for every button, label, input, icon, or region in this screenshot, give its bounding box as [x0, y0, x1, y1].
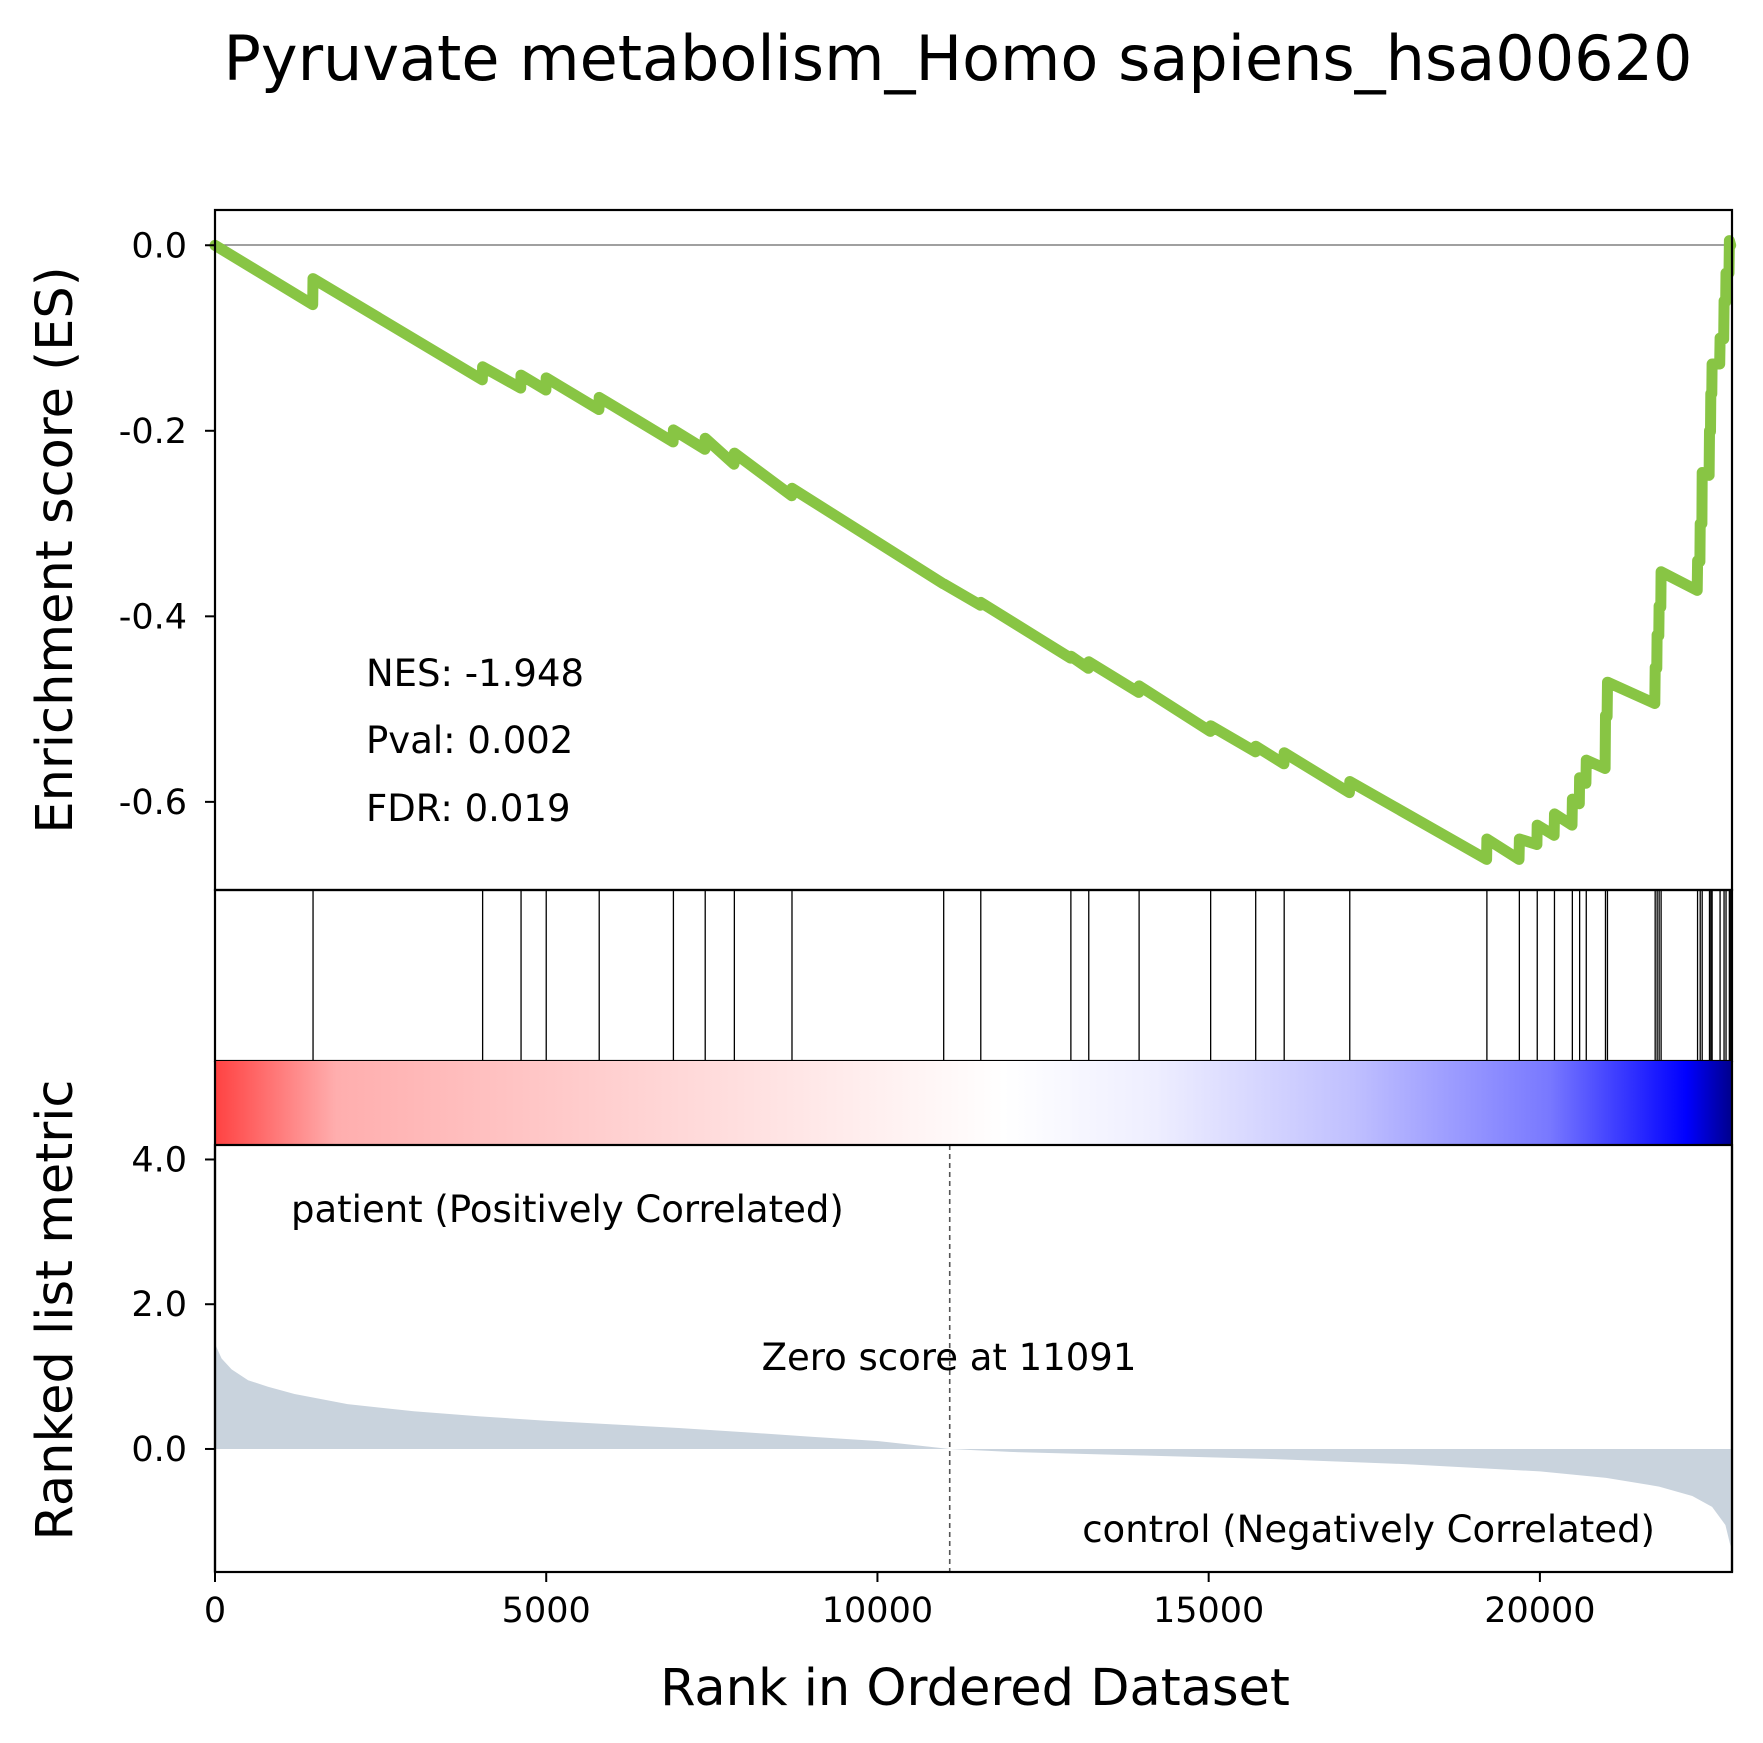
es-running-line	[209, 235, 1737, 865]
ranked-metric-area	[215, 1344, 1731, 1547]
hits-panel-frame	[213, 888, 1734, 1063]
x-tick-label: 5000	[502, 1591, 591, 1631]
chart-title: Pyruvate metabolism_Homo sapiens_hsa0062…	[223, 22, 1692, 95]
positive-correlated-label: patient (Positively Correlated)	[291, 1188, 844, 1231]
rank-metric-heatmap	[215, 1061, 1732, 1145]
fdr-label: FDR: 0.019	[366, 787, 571, 830]
es-y-tick-label: -0.4	[119, 597, 187, 637]
es-y-axis-title: Enrichment score (ES)	[26, 266, 85, 833]
x-tick-label: 15000	[1153, 1591, 1264, 1631]
hits-panel	[213, 888, 1734, 1063]
nes-label: NES: -1.948	[366, 652, 584, 695]
x-axis-title: Rank in Ordered Dataset	[660, 1659, 1290, 1718]
metric-panel: patient (Positively Correlated) Zero sco…	[131, 1061, 1734, 1574]
es-y-tick-label: 0.0	[131, 226, 187, 266]
x-axis: 0 5000 10000 15000 20000	[204, 1572, 1596, 1631]
es-y-tick-label: -0.2	[119, 412, 187, 452]
x-tick-label: 20000	[1484, 1591, 1595, 1631]
es-panel: 0.0-0.2-0.4-0.6 NES: -1.948 Pval: 0.002 …	[119, 208, 1737, 892]
metric-y-axis: 4.0 2.0 0.0	[131, 1140, 215, 1470]
metric-y-tick-label: 0.0	[131, 1430, 187, 1470]
pval-label: Pval: 0.002	[366, 719, 573, 762]
negative-correlated-label: control (Negatively Correlated)	[1082, 1508, 1655, 1551]
gene-hit-lines	[312, 890, 1732, 1061]
metric-y-tick-label: 4.0	[131, 1140, 187, 1180]
es-y-axis: 0.0 -0.2 -0.4 -0.6	[119, 226, 215, 823]
zero-score-label: Zero score at 11091	[762, 1336, 1137, 1379]
metric-y-tick-label: 2.0	[131, 1285, 187, 1325]
x-tick-label: 0	[204, 1591, 226, 1631]
es-y-tick-label: -0.6	[119, 783, 187, 823]
x-tick-label: 10000	[822, 1591, 933, 1631]
metric-y-axis-title: Ranked list metric	[26, 1080, 85, 1541]
